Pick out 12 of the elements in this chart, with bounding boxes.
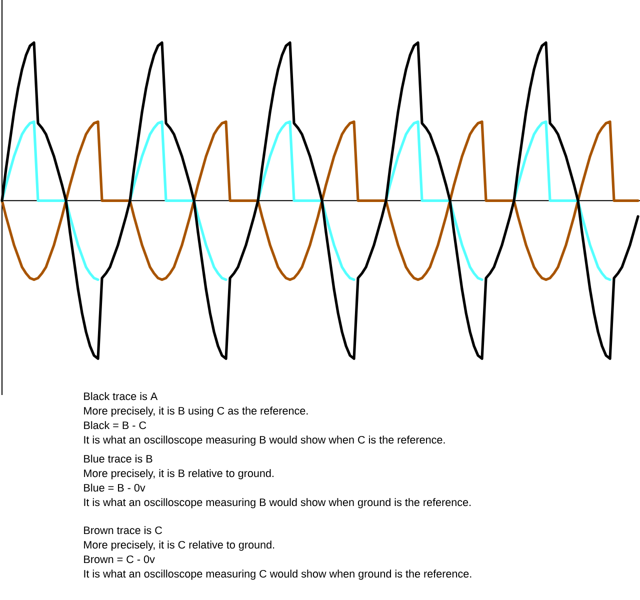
text: More precisely, it is B using C as the reference. (84, 406, 308, 417)
text: Blue trace is B (84, 454, 152, 463)
text: Brown = C - 0v (84, 555, 155, 564)
text: More precisely, it is C relative to ground. (84, 540, 274, 551)
text: It is what an oscilloscope measuring B would show when ground is the reference. (84, 498, 471, 508)
text: Black trace is A (84, 392, 158, 400)
text: It is what an oscilloscope measuring B would show when C is the reference. (84, 436, 445, 446)
text: It is what an oscilloscope measuring C would show when ground is the reference. (84, 570, 472, 580)
text: Brown trace is C (84, 526, 162, 534)
text: Black = B - C (84, 421, 146, 430)
text: Blue = B - 0v (84, 484, 146, 492)
text: More precisely, it is B relative to ground. (84, 469, 274, 480)
